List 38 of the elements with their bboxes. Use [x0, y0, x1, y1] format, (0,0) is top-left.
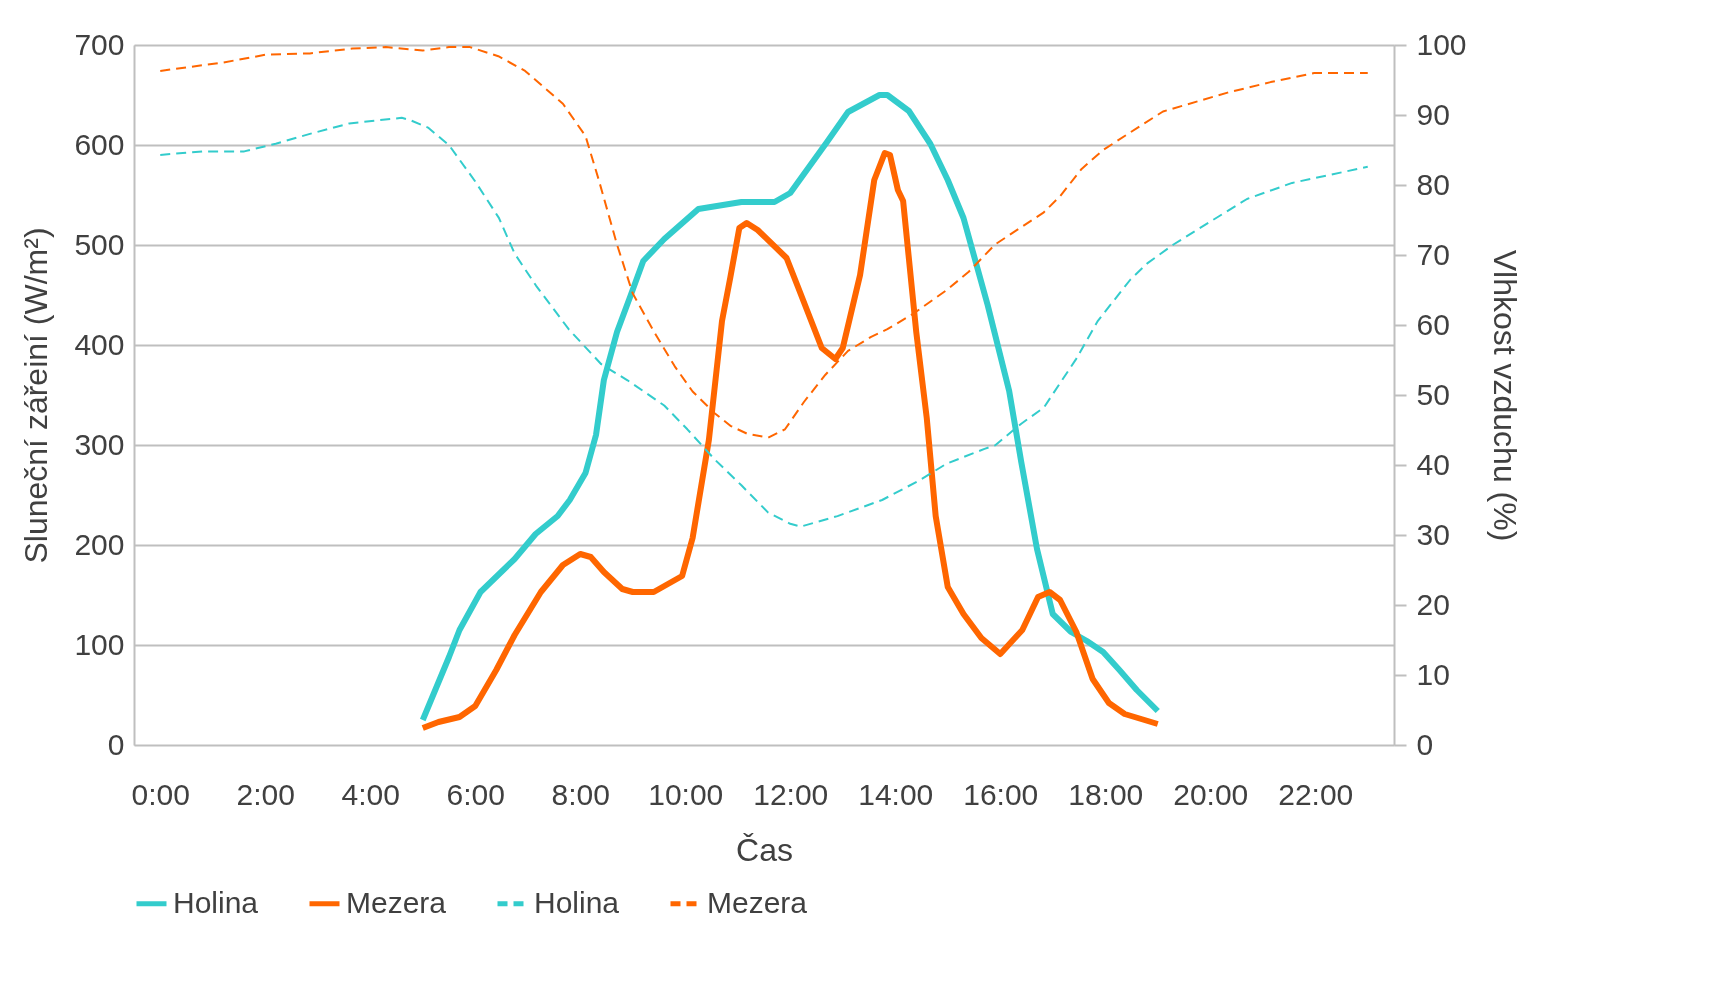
- y-axis-title: Sluneční zářeiní (W/m²): [18, 227, 55, 564]
- x-tick-label: 10:00: [648, 777, 724, 811]
- y2-tick-label: 40: [1416, 447, 1450, 481]
- y2-axis-title: Vlhkost vzduchu (%): [1486, 249, 1523, 542]
- x-tick-label: 0:00: [131, 777, 190, 811]
- x-axis-title: Čas: [736, 831, 793, 868]
- legend-label: Holina: [173, 885, 259, 919]
- y2-tick-label: 60: [1416, 307, 1450, 341]
- y2-tick-label: 100: [1416, 27, 1467, 61]
- y-tick-label: 700: [74, 27, 125, 61]
- x-tick-label: 22:00: [1278, 777, 1354, 811]
- y2-tick-label: 90: [1416, 97, 1450, 131]
- x-tick-label: 14:00: [858, 777, 934, 811]
- x-tick-label: 4:00: [341, 777, 400, 811]
- y-tick-label: 300: [74, 427, 125, 461]
- y2-tick-label: 10: [1416, 657, 1450, 691]
- y-tick-label: 0: [107, 727, 125, 761]
- y2-tick-label: 80: [1416, 167, 1450, 201]
- x-tick-label: 6:00: [446, 777, 505, 811]
- y-tick-label: 400: [74, 327, 125, 361]
- x-tick-label: 8:00: [551, 777, 610, 811]
- x-tick-label: 2:00: [236, 777, 295, 811]
- x-tick-label: 18:00: [1068, 777, 1144, 811]
- y-tick-label: 200: [74, 527, 125, 561]
- y-tick-label: 600: [74, 127, 125, 161]
- y-tick-label: 500: [74, 227, 125, 261]
- legend-label: Holina: [534, 885, 620, 919]
- x-tick-label: 16:00: [963, 777, 1039, 811]
- y2-tick-label: 70: [1416, 237, 1450, 271]
- x-tick-label: 20:00: [1173, 777, 1249, 811]
- y-tick-label: 100: [74, 627, 125, 661]
- y2-tick-label: 50: [1416, 377, 1450, 411]
- y2-tick-label: 30: [1416, 517, 1450, 551]
- x-tick-label: 12:00: [753, 777, 829, 811]
- y2-tick-label: 20: [1416, 587, 1450, 621]
- legend-label: Mezera: [707, 885, 808, 919]
- y2-tick-label: 0: [1416, 727, 1434, 761]
- legend-label: Mezera: [346, 885, 447, 919]
